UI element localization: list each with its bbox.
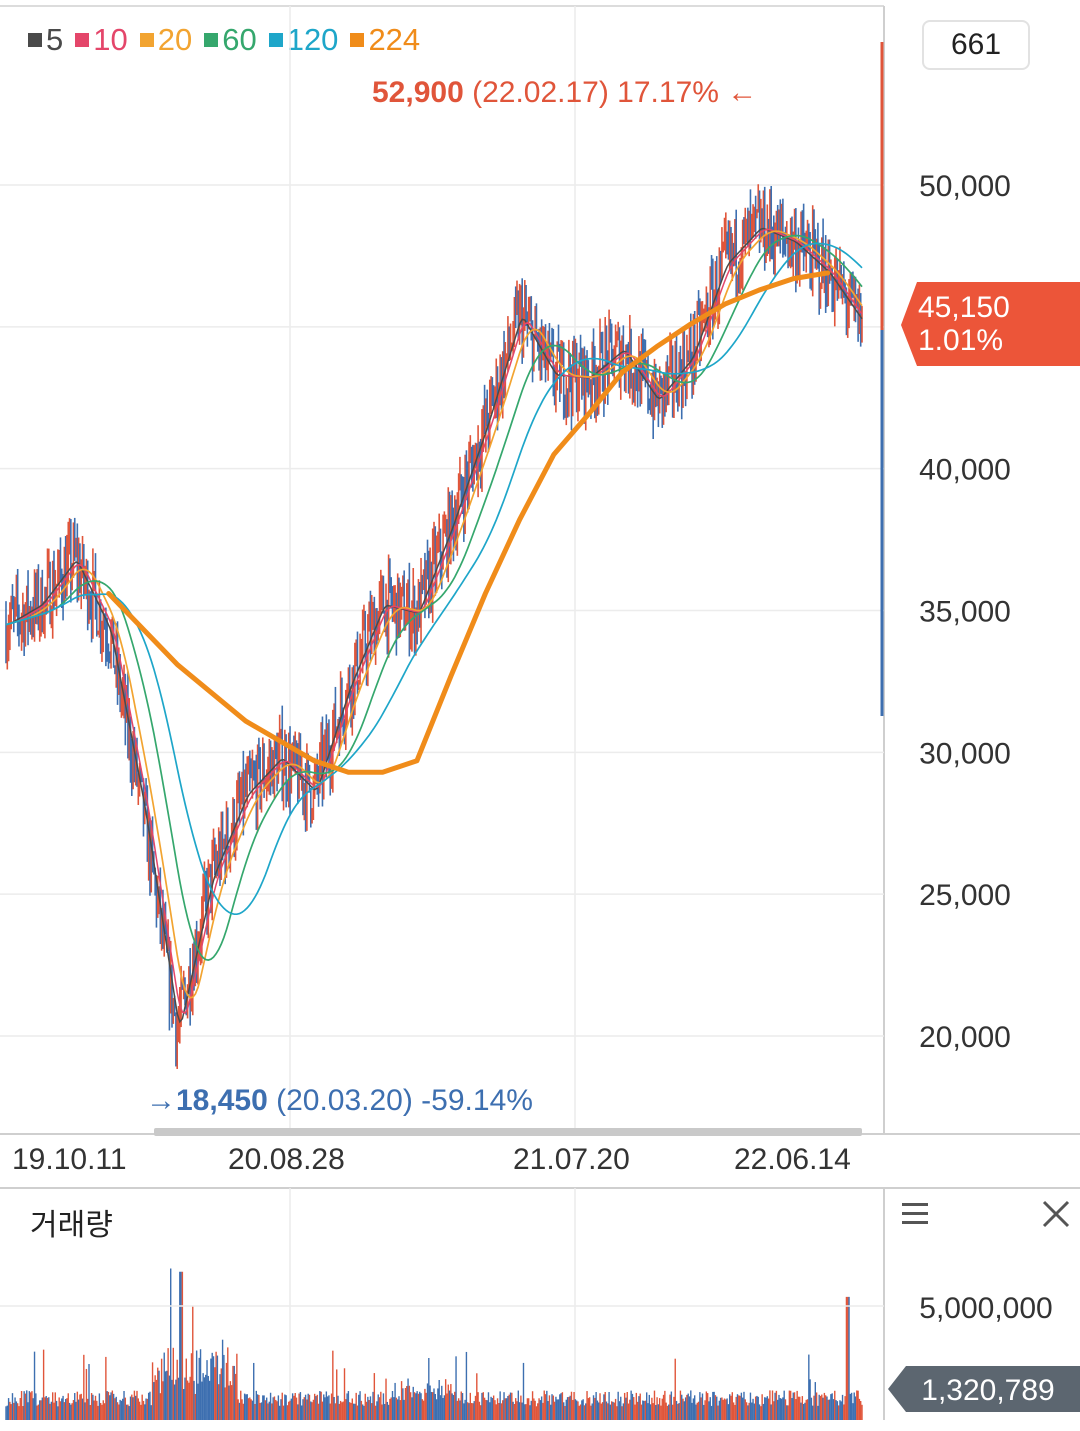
legend-label: 224 <box>368 22 421 57</box>
legend-swatch <box>204 33 219 47</box>
legend-item-ma10[interactable]: 10 <box>75 22 128 58</box>
price-tick-label: 40,000 <box>919 454 1011 487</box>
current-change-pct: 1.01% <box>918 324 1003 357</box>
current-price-value: 45,150 <box>918 291 1010 324</box>
x-tick-label: 20.08.28 <box>228 1143 345 1176</box>
x-tick-label: 22.06.14 <box>734 1143 851 1176</box>
legend-item-ma224[interactable]: 224 <box>350 22 420 58</box>
low-price-annotation: →18,450 (20.03.20) -59.14% <box>146 1084 533 1117</box>
legend-swatch <box>75 33 90 47</box>
legend-item-ma5[interactable]: 5 <box>28 22 63 58</box>
volume-current-tag <box>888 1366 1080 1412</box>
legend-swatch <box>28 33 42 47</box>
high-price-annotation: 52,900 (22.02.17) 17.17% ← <box>372 76 757 109</box>
menu-icon[interactable] <box>898 1196 934 1232</box>
legend-item-ma20[interactable]: 20 <box>139 22 193 58</box>
price-tick-label: 25,000 <box>919 879 1011 912</box>
ma120-line <box>5 242 863 916</box>
ma5-line <box>5 227 863 1024</box>
volume-title: 거래량 <box>30 1209 113 1242</box>
price-tick-label: 30,000 <box>919 737 1011 770</box>
candle-count-box[interactable]: 661 <box>922 20 1030 70</box>
price-tick-label: 20,000 <box>919 1021 1011 1054</box>
ma-legend: 5 10 20 60 120 224 <box>28 22 420 58</box>
price-tick-label: 35,000 <box>919 596 1011 629</box>
legend-item-ma120[interactable]: 120 <box>268 22 339 58</box>
legend-swatch <box>139 33 154 47</box>
current-price-tag <box>901 282 1080 366</box>
legend-item-ma60[interactable]: 60 <box>204 22 257 58</box>
close-icon[interactable] <box>1038 1196 1074 1232</box>
legend-swatch <box>268 33 283 47</box>
legend-label: 60 <box>222 22 257 57</box>
ma20-line <box>5 230 863 999</box>
price-candles <box>5 184 863 1069</box>
ma224-line <box>106 270 831 775</box>
x-tick-label: 19.10.11 <box>12 1143 127 1176</box>
legend-swatch <box>350 33 365 47</box>
x-tick-label: 21.07.20 <box>513 1143 630 1176</box>
ma10-line <box>5 228 863 1015</box>
legend-label: 10 <box>93 22 128 57</box>
legend-label: 120 <box>286 22 339 57</box>
price-tick-label: 50,000 <box>919 170 1011 203</box>
legend-label: 5 <box>46 22 64 57</box>
volume-current-value: 1,320,789 <box>921 1374 1054 1407</box>
ma60-line <box>5 234 863 961</box>
volume-tick-label: 5,000,000 <box>919 1292 1052 1325</box>
legend-label: 20 <box>157 22 193 57</box>
chart-scrollbar[interactable] <box>154 1128 862 1136</box>
volume-bars <box>5 1268 863 1420</box>
